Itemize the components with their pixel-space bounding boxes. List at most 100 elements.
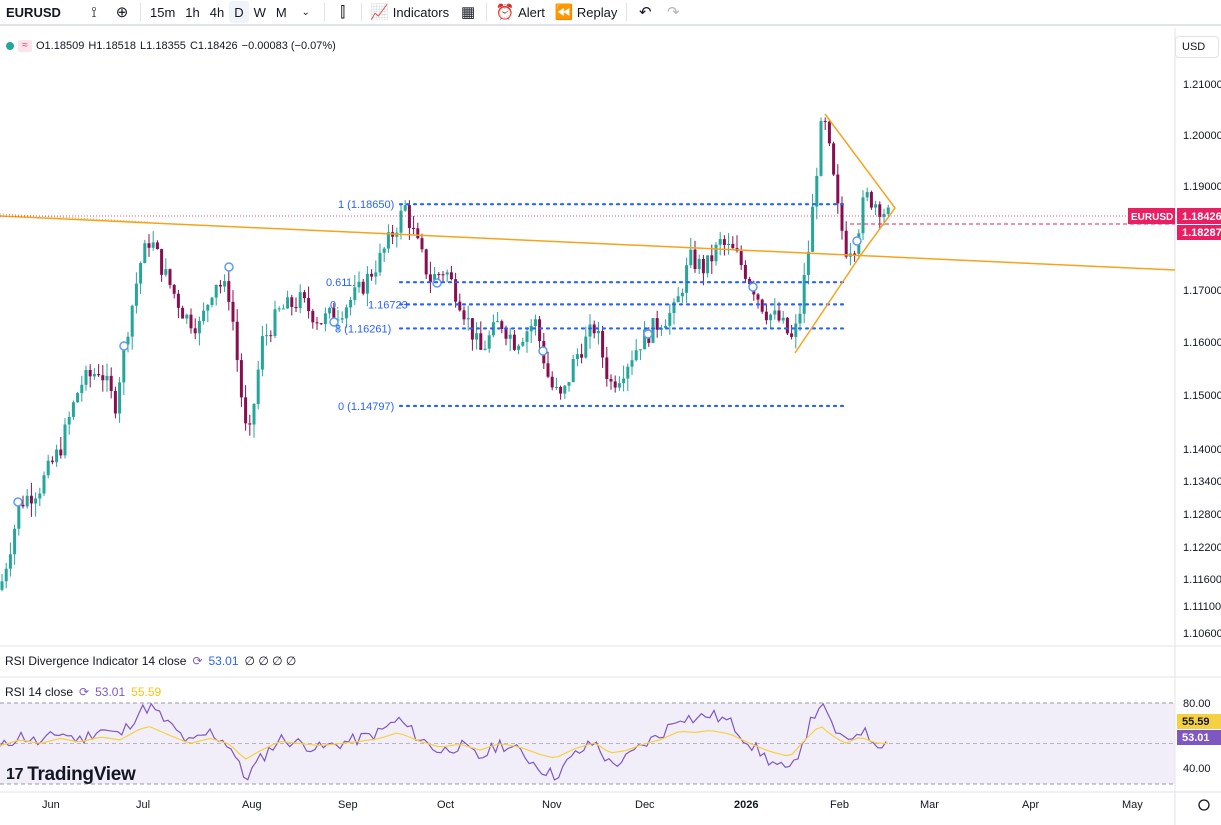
time-axis-label: Nov [542, 799, 562, 811]
trendline [0, 215, 1176, 271]
candle-body [147, 243, 151, 248]
candle-body [584, 336, 588, 358]
ohlc-change: −0.00083 (−0.07%) [241, 40, 336, 52]
candle-body [248, 423, 252, 425]
candle-body [151, 242, 155, 248]
current-price-tag [1177, 208, 1221, 224]
fib-level-label: 0.61 [326, 277, 347, 289]
settings-gear-icon[interactable] [1198, 799, 1210, 811]
undo-icon[interactable]: ↶ [639, 4, 652, 21]
candle-body [286, 297, 290, 309]
candle-body [634, 350, 638, 361]
candle-body [676, 296, 680, 303]
candle-body [424, 249, 428, 275]
candle-body [344, 307, 348, 319]
ohlc-high: H1.18518 [88, 40, 137, 52]
candle-body [832, 143, 836, 175]
candle-body [17, 504, 21, 529]
candle-body [260, 336, 264, 370]
rsi-value: 53.01 [95, 685, 126, 699]
compare-icon[interactable]: ⟟ [91, 3, 97, 21]
currency-selector[interactable]: USD [1175, 36, 1219, 58]
candle-body [134, 283, 138, 306]
chart-canvas[interactable]: 1 (1.18650) 0 (1.14797) 0.611. 0. 1.16723 8 (… [0, 28, 1221, 825]
candle-body [84, 369, 88, 385]
candle-body [307, 298, 311, 312]
candle-body [718, 239, 722, 245]
layout-icon[interactable]: ▦ [461, 4, 476, 21]
candle-body [160, 249, 164, 275]
candle-body [349, 299, 353, 308]
candle-body [181, 307, 185, 319]
status-dot [6, 42, 14, 50]
indicators-button[interactable]: 📈 Indicators [370, 4, 450, 21]
chevron-down-icon[interactable]: ⌄ [301, 6, 310, 18]
refresh-icon[interactable]: ⟳ [79, 685, 90, 699]
time-axis-label: Dec [635, 799, 655, 811]
candle-type-icon[interactable]: ⫿ [340, 3, 346, 21]
candle-body [638, 349, 642, 351]
candle-body [617, 383, 621, 388]
candle-body [643, 329, 647, 350]
interval-1h[interactable]: 1h [185, 4, 200, 20]
candle-body [63, 424, 67, 456]
candle-body [101, 375, 105, 381]
candle-body [340, 318, 344, 320]
candle-body [126, 336, 130, 345]
replay-button[interactable]: ⏪ Replay [554, 4, 618, 21]
price-axis-tick: 1.19000 [1183, 181, 1221, 193]
interval-4h[interactable]: 4h [209, 4, 225, 20]
candle-body [588, 324, 592, 337]
candle-body [399, 210, 403, 233]
divider [323, 3, 325, 21]
interval-w[interactable]: W [253, 4, 266, 20]
candle-body [143, 243, 147, 264]
divergence-legend: RSI Divergence Indicator 14 close ⟳ 53.0… [5, 654, 296, 668]
divergence-marker [748, 282, 758, 292]
rsi-axis-tick: 80.00 [1183, 698, 1211, 710]
divider [486, 3, 488, 21]
candle-body [55, 449, 59, 463]
interval-15m[interactable]: 15m [150, 4, 176, 20]
candle-body [441, 274, 445, 276]
symbol-search[interactable]: EURUSD [6, 4, 61, 20]
candle-body [281, 308, 285, 310]
candle-body [538, 319, 542, 342]
price-axis-tick: 1.13400 [1183, 476, 1221, 488]
interval-m[interactable]: M [275, 4, 287, 20]
time-axis-label: 2026 [734, 799, 758, 811]
add-symbol-icon[interactable]: ⊕ [115, 4, 129, 21]
alarm-icon: ⏰ [495, 4, 515, 21]
alert-button[interactable]: ⏰ Alert [495, 4, 545, 21]
candle-body [370, 273, 374, 277]
secondary-price-label: 1.18287 [1182, 227, 1221, 239]
candle-body [790, 333, 794, 337]
refresh-icon[interactable]: ⟳ [192, 654, 203, 668]
candle-body [500, 321, 504, 329]
candle-body [97, 373, 101, 376]
tradingview-logo: 17 TradingView [6, 764, 136, 785]
interval-d[interactable]: D [229, 1, 249, 23]
candle-body [92, 373, 96, 377]
candle-body [794, 323, 798, 337]
candle-body [231, 301, 235, 322]
candle-body [475, 333, 479, 340]
candle-body [668, 313, 672, 326]
candle-body [21, 504, 25, 507]
candle-body [840, 203, 844, 231]
candle-body [630, 360, 634, 367]
divergence-value: 53.01 [208, 654, 239, 668]
candle-body [386, 232, 390, 249]
candle-body [580, 354, 584, 358]
candle-body [487, 335, 491, 349]
trendline-dotted [0, 213, 151, 223]
candle-body [701, 259, 705, 274]
redo-icon[interactable]: ↷ [667, 4, 680, 21]
rsi-value-tag [1177, 730, 1221, 745]
candle-body [105, 375, 109, 381]
candle-body [571, 359, 575, 383]
candle-body [273, 309, 277, 337]
time-axis-label: Oct [437, 799, 454, 811]
candle-body [302, 292, 306, 299]
candle-body [567, 382, 571, 386]
